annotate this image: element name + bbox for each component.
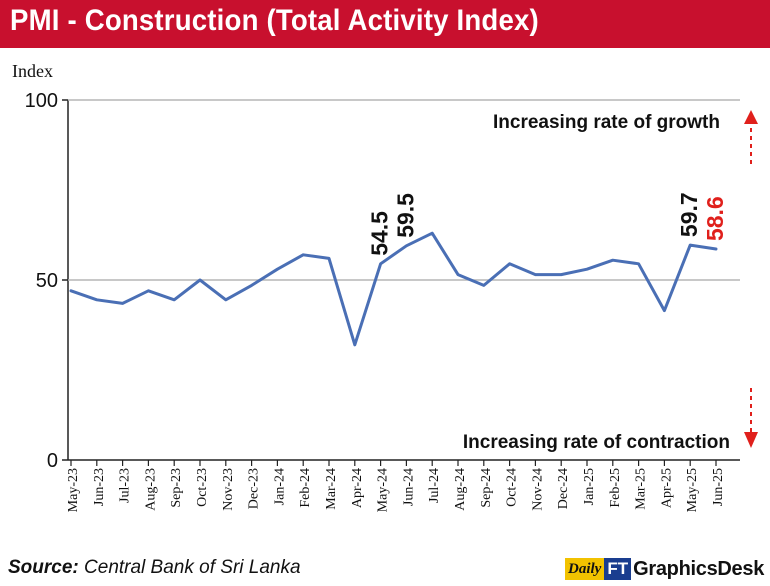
data-point-Feb-24 [302,253,305,256]
data-point-Nov-23 [224,298,227,301]
logo-daily: Daily [565,558,605,580]
x-tick-label-Jun-25: Jun-25 [711,468,726,506]
x-tick-label-Sep-23: Sep-23 [169,468,184,508]
x-tick-label-Jun-23: Jun-23 [92,468,107,506]
x-tick-label-Dec-24: Dec-24 [556,468,571,509]
data-point-May-24 [379,262,382,265]
chart-title: PMI - Construction (Total Activity Index… [10,4,539,37]
data-point-Oct-24 [508,262,511,265]
data-point-Jan-25 [585,268,589,271]
x-tick-label-Apr-25: Apr-25 [659,468,674,508]
data-point-Apr-25 [663,309,666,312]
x-tick-label-Nov-24: Nov-24 [530,468,545,511]
x-tick-label-Oct-24: Oct-24 [505,468,520,507]
y-tick-label-50: 50 [36,270,58,292]
graphicsdesk-logo: Daily FT GraphicsDesk [565,557,764,581]
x-tick-label-Mar-25: Mar-25 [634,468,649,510]
x-tick-label-Jul-24: Jul-24 [427,468,442,503]
x-tick-label-May-24: May-24 [376,468,391,512]
data-point-Dec-24 [560,273,563,276]
data-point-Jun-25 [714,247,718,251]
x-tick-label-Jan-25: Jan-25 [582,468,597,505]
source-note: Source: Central Bank of Sri Lanka [8,557,301,579]
data-point-Apr-24 [353,343,356,346]
data-point-Sep-23 [173,298,176,301]
series-line [69,231,718,347]
data-point-Aug-24 [456,273,460,276]
x-tick-label-Dec-23: Dec-23 [247,468,262,509]
data-point-Mar-25 [637,262,640,265]
data-label-May-25: 59.7 [676,192,702,237]
x-tick-label-Feb-25: Feb-25 [608,468,623,508]
data-label-Jun-25: 58.6 [702,196,728,241]
data-point-Feb-25 [611,259,614,262]
x-tick-label-Apr-24: Apr-24 [350,468,365,508]
data-point-Nov-24 [534,273,537,276]
x-tick-label-Sep-24: Sep-24 [479,468,494,508]
x-tick-label-Oct-23: Oct-23 [195,468,210,507]
data-point-Dec-23 [250,284,253,287]
logo-ft: FT [604,558,632,580]
x-tick-label-Nov-23: Nov-23 [221,468,236,511]
x-tick-label-Jun-24: Jun-24 [401,468,416,506]
x-tick-label-Aug-24: Aug-24 [453,468,468,511]
x-tick-label-Mar-24: Mar-24 [324,468,339,510]
data-point-Aug-23 [147,289,150,292]
data-point-Jul-24 [431,232,434,235]
data-point-Sep-24 [482,284,485,287]
x-tick-label-Feb-24: Feb-24 [298,468,313,508]
x-tick-label-Aug-23: Aug-23 [143,468,158,511]
growth-arrow-head [744,110,758,124]
data-point-Mar-24 [327,257,331,260]
source-text: Central Bank of Sri Lanka [84,557,301,578]
data-point-Jul-23 [121,302,124,305]
data-point-Jun-24 [405,244,408,247]
data-label-Jun-24: 59.5 [392,193,418,238]
logo-brand: GraphicsDesk [633,557,765,580]
x-tick-label-May-23: May-23 [66,468,81,512]
data-point-Oct-23 [198,278,202,282]
data-label-May-24: 54.5 [367,211,393,256]
annotation-contraction: Increasing rate of contraction [463,432,730,453]
annotation-growth: Increasing rate of growth [493,112,720,133]
x-tick-label-Jan-24: Jan-24 [272,468,287,505]
data-point-May-23 [69,289,73,292]
data-point-Jun-23 [95,298,99,301]
contraction-arrow-head [744,432,758,448]
source-label: Source: [8,557,79,578]
data-point-Jan-24 [276,268,279,271]
x-tick-label-May-25: May-25 [685,468,700,512]
x-tick-label-Jul-23: Jul-23 [118,468,133,503]
data-point-May-25 [689,243,692,247]
y-tick-label-100: 100 [25,90,58,112]
y-tick-label-0: 0 [47,450,58,472]
title-bar: PMI - Construction (Total Activity Index… [0,0,770,48]
y-axis-title: Index [12,61,53,81]
